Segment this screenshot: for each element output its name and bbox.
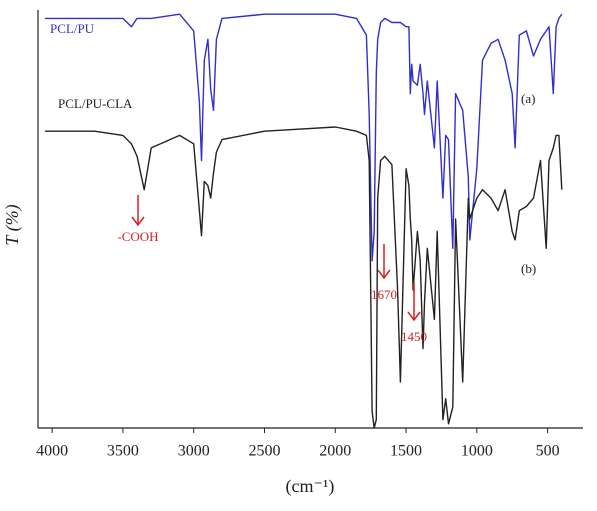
x-tick-label: 3000 (178, 443, 210, 460)
y-axis-label: T (%) (2, 204, 23, 245)
annotation: 1450 (401, 329, 427, 344)
x-axis-label: (cm⁻¹) (286, 476, 335, 497)
annotation-arrowhead (377, 269, 391, 280)
annotation: 1670 (371, 287, 397, 302)
series-label: PCL/PU-CLA (58, 96, 133, 111)
x-tick-label: 2000 (319, 443, 351, 460)
series-label: PCL/PU (50, 21, 95, 36)
x-tick-label: 3500 (107, 443, 139, 460)
series-line (45, 126, 563, 429)
x-tick-label: 1500 (390, 443, 422, 460)
x-tick-label: 4000 (36, 443, 68, 460)
annotation: -COOH (117, 229, 158, 244)
annotation-arrowhead (131, 216, 145, 227)
annotation: (b) (521, 261, 536, 276)
annotation-arrowhead (407, 311, 421, 322)
annotation: (a) (521, 91, 535, 106)
x-tick-label: 500 (536, 443, 560, 460)
x-tick-label: 1000 (461, 443, 493, 460)
x-tick-label: 2500 (248, 443, 280, 460)
series-line (45, 13, 563, 262)
